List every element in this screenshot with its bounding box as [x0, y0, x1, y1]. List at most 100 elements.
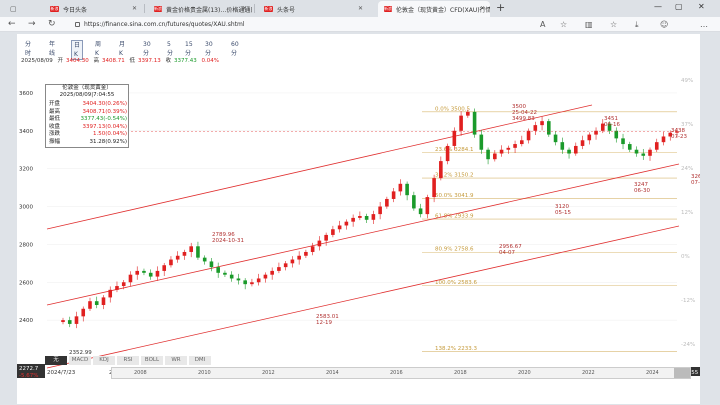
browser-toolbar: ← → ↻ https://finance.sina.com.cn/future…: [0, 17, 720, 32]
downloads-icon[interactable]: ⤓: [635, 20, 639, 29]
indicator-tab-4[interactable]: BOLL: [141, 356, 163, 365]
pct-tick-label: 49%: [681, 78, 693, 84]
period-tab-3[interactable]: 周K: [95, 41, 102, 57]
tab-separator: [144, 4, 145, 13]
annotation-date: 04-07: [499, 250, 515, 256]
candle-body: [634, 149, 639, 154]
candle-body: [202, 257, 207, 262]
channel-line: [46, 104, 593, 230]
nav-window[interactable]: [674, 368, 690, 378]
infobox-value: 1.50(0.04%): [92, 131, 127, 137]
period-tab-2[interactable]: 日K: [71, 40, 84, 60]
annotation-value: 3247: [634, 182, 648, 188]
forward-icon[interactable]: →: [28, 19, 36, 29]
fib-label: 50.0% 3041.9: [435, 193, 474, 199]
annotation-value: 3120: [555, 204, 569, 210]
candle-body: [88, 301, 92, 309]
candle-body: [115, 286, 119, 290]
candle-body: [499, 149, 504, 154]
ohlc-low: 3397.13: [138, 58, 161, 64]
ohlc-close-label: 收: [165, 58, 172, 64]
indicator-tab-1[interactable]: MACD: [69, 356, 91, 365]
tab-2[interactable]: 新浪 头条号 ✕: [258, 1, 368, 17]
candle-body: [573, 145, 578, 154]
split-icon[interactable]: ▥: [585, 20, 593, 29]
tab-0-label: 今日头条: [63, 6, 88, 14]
candle-body: [108, 289, 113, 298]
candle-body: [432, 178, 436, 198]
close-icon[interactable]: ✕: [357, 5, 363, 12]
candle-body: [182, 251, 187, 256]
time-navigator[interactable]: 2008 2010 2012 2014 2016 2018 2020 2022 2024: [111, 367, 691, 379]
nav-year: 2024: [646, 370, 659, 376]
more-icon[interactable]: …: [700, 20, 708, 29]
candle-body: [412, 195, 416, 209]
maximize-icon[interactable]: ▢: [675, 2, 683, 11]
fib-label: 100.0% 2583.6: [435, 280, 477, 286]
candle-body: [196, 246, 200, 258]
profile-icon[interactable]: ☺: [660, 20, 669, 29]
candle-body: [675, 131, 679, 133]
tab-separator: [254, 4, 255, 13]
candle-body: [243, 280, 247, 285]
candle-body: [81, 308, 86, 317]
period-tab-5[interactable]: 30分: [143, 41, 151, 57]
indicator-tab-5[interactable]: WR: [165, 356, 187, 365]
address-bar[interactable]: https://finance.sina.com.cn/futures/quot…: [75, 19, 245, 30]
candle-body: [263, 274, 268, 279]
candle-body: [148, 272, 153, 277]
candle-body: [236, 278, 241, 281]
tab-1-label: 黄金价格贵金属(13)…价格通通日有方向…: [166, 6, 252, 14]
candle-body: [439, 161, 443, 179]
candle-body: [250, 282, 254, 285]
indicator-tab-2[interactable]: KDJ: [93, 356, 115, 365]
collections-icon[interactable]: ☆: [610, 20, 618, 29]
infobox-value: 3397.13(0.04%): [82, 123, 127, 130]
period-tab-6[interactable]: 5分: [167, 41, 174, 57]
new-tab-button[interactable]: +: [496, 1, 506, 14]
tab-0[interactable]: 新浪 今日头条 ✕: [44, 1, 142, 17]
period-tab-7[interactable]: 15分: [185, 41, 193, 57]
tab-actions[interactable]: ▢: [10, 5, 17, 13]
left-marker-box: [17, 364, 45, 378]
candle-body: [418, 208, 423, 215]
tab-2-label: 头条号: [277, 6, 296, 14]
annotation-value: 3438: [671, 128, 685, 134]
candle-body: [466, 111, 470, 116]
reload-icon[interactable]: ↻: [48, 19, 56, 29]
period-tab-4[interactable]: 月K: [119, 41, 126, 57]
read-aloud-icon[interactable]: A: [540, 20, 546, 29]
fib-label: 61.8% 2933.9: [435, 214, 474, 220]
candle-body: [175, 255, 180, 260]
candle-body: [317, 240, 322, 247]
candle-body: [74, 316, 79, 324]
favorite-icon[interactable]: ☆: [560, 20, 568, 29]
candle-body: [391, 191, 396, 199]
close-icon[interactable]: ✕: [479, 5, 485, 12]
close-window-icon[interactable]: ✕: [698, 2, 705, 11]
period-tab-9[interactable]: 60分: [231, 41, 239, 57]
tab-3-active[interactable]: 新浪 伦敦金（现货黄金）CFD(XAU)行情… ✕: [378, 1, 490, 17]
candle-body: [405, 183, 409, 196]
annotation-extra: 3499.83: [512, 116, 535, 122]
ohlc-high-label: 高: [93, 58, 99, 64]
candle-body: [654, 142, 659, 150]
close-icon[interactable]: ✕: [131, 5, 137, 12]
period-tab-8[interactable]: 30分: [205, 41, 213, 57]
minimize-icon[interactable]: —: [654, 2, 662, 11]
candle-body: [121, 282, 126, 287]
candle-body: [425, 197, 430, 215]
candle-body: [661, 136, 666, 143]
back-icon[interactable]: ←: [8, 19, 16, 29]
indicator-tab-0[interactable]: 无: [45, 356, 67, 365]
indicator-tab-3[interactable]: RSI: [117, 356, 139, 365]
close-icon[interactable]: ✕: [241, 5, 247, 12]
period-tab-0[interactable]: 分时: [25, 41, 32, 57]
period-tab-1[interactable]: 年线: [49, 41, 56, 57]
candle-body: [594, 130, 598, 135]
candle-body: [351, 217, 355, 222]
candle-body: [216, 267, 220, 273]
indicator-tab-6[interactable]: DMI: [189, 356, 211, 365]
infobox-key: 最低: [49, 116, 61, 122]
